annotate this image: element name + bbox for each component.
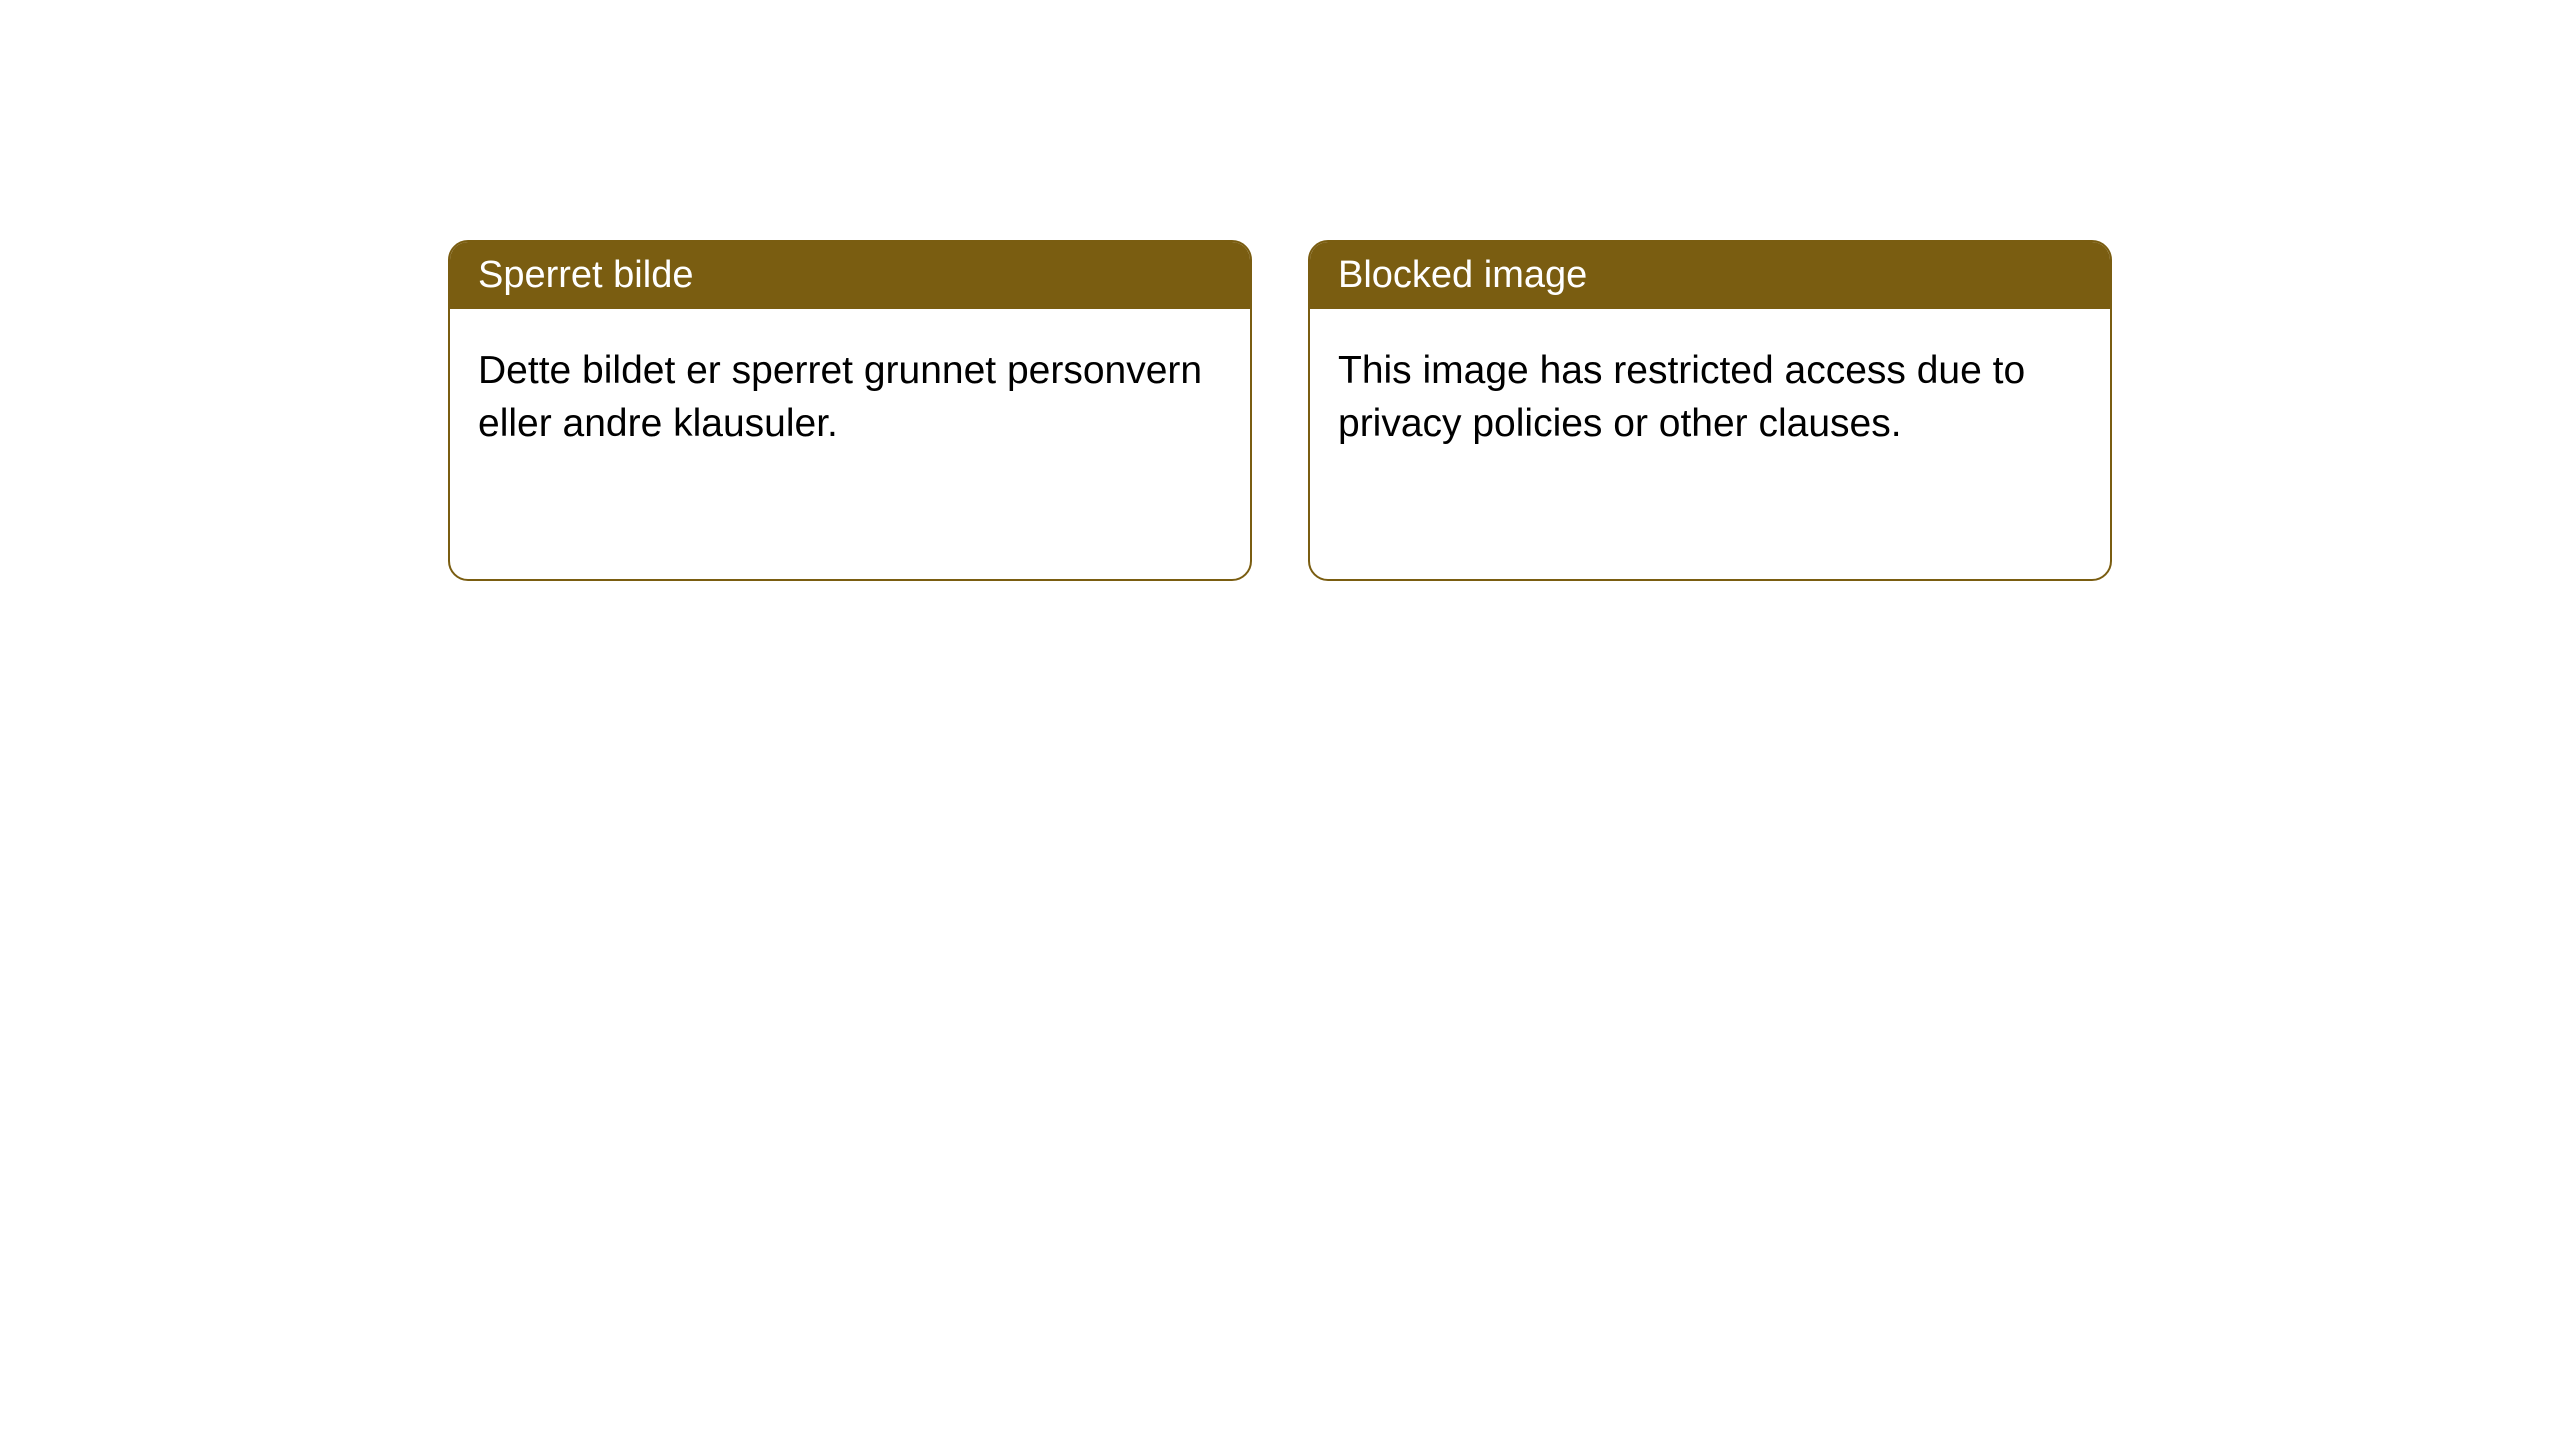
notice-body: Dette bildet er sperret grunnet personve…: [450, 309, 1250, 579]
notice-body-text: This image has restricted access due to …: [1338, 349, 2025, 445]
notice-container: Sperret bilde Dette bildet er sperret gr…: [0, 0, 2560, 581]
notice-card-english: Blocked image This image has restricted …: [1308, 240, 2112, 581]
notice-body-text: Dette bildet er sperret grunnet personve…: [478, 349, 1202, 445]
notice-card-norwegian: Sperret bilde Dette bildet er sperret gr…: [448, 240, 1252, 581]
notice-title: Blocked image: [1338, 254, 1587, 296]
notice-body: This image has restricted access due to …: [1310, 309, 2110, 579]
notice-header: Blocked image: [1310, 242, 2110, 309]
notice-title: Sperret bilde: [478, 254, 693, 296]
notice-header: Sperret bilde: [450, 242, 1250, 309]
